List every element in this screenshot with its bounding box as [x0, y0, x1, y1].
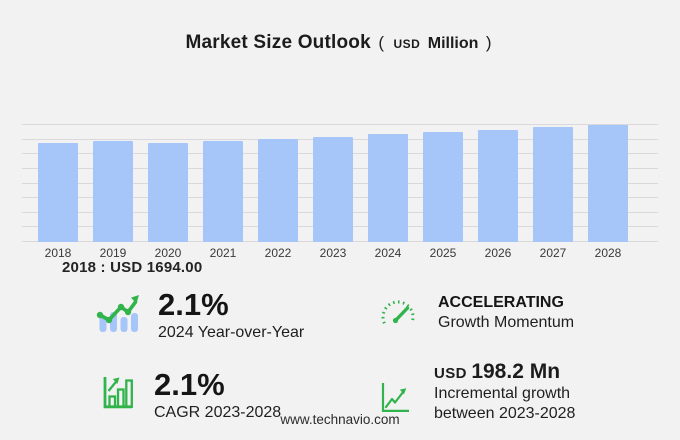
stat-incremental-growth: USD 198.2 Mn Incremental growth between … — [378, 360, 575, 424]
speedometer-gauge-icon — [378, 293, 418, 334]
bar-2023[interactable] — [313, 137, 353, 242]
incremental-value-prefix: USD — [434, 365, 467, 382]
trend-line-over-bars-icon — [96, 289, 142, 342]
yoy-label: 2024 Year-over-Year — [158, 323, 305, 341]
x-axis-label-2020: 2020 — [154, 246, 182, 260]
x-axis-label-2018: 2018 — [44, 246, 72, 260]
x-axis-label-2021: 2021 — [209, 246, 237, 260]
bar-2020[interactable] — [148, 143, 188, 242]
x-axis-label-2019: 2019 — [99, 246, 127, 260]
stat-cagr: 2.1% CAGR 2023-2028 — [99, 369, 281, 422]
incremental-value-line: USD 198.2 Mn — [434, 360, 575, 384]
x-axis-label-2022: 2022 — [264, 246, 292, 260]
title-unit-prefix: USD — [393, 37, 421, 51]
bar-2018[interactable] — [38, 143, 78, 242]
bar-chart-growth-icon — [99, 369, 135, 422]
incremental-value: 198.2 Mn — [471, 360, 561, 383]
title-unit: Million — [427, 35, 479, 52]
momentum-label: Growth Momentum — [438, 314, 575, 331]
bar-2025[interactable] — [423, 132, 463, 242]
bar-2028[interactable] — [588, 125, 628, 242]
x-axis-label-2025: 2025 — [429, 246, 457, 260]
x-axis-labels: 2018 2019 2020 2021 2022 2023 2024 2025 2026 2027… — [22, 246, 658, 260]
cagr-label: CAGR 2023-2028 — [154, 403, 282, 421]
bar-2027[interactable] — [533, 127, 573, 242]
incremental-label-line1: Incremental growth — [434, 385, 571, 402]
bar-chart-plot-area — [22, 108, 658, 242]
bar-group — [22, 108, 658, 242]
x-axis-label-2028: 2028 — [594, 246, 622, 260]
incremental-label-line2: between 2023-2028 — [434, 405, 576, 422]
yoy-value: 2.1% — [158, 287, 229, 322]
chart-title-text: Market Size Outlook — [185, 32, 371, 53]
title-paren-open: ( — [378, 33, 384, 52]
x-axis-label-2026: 2026 — [484, 246, 512, 260]
x-axis-label-2027: 2027 — [539, 246, 567, 260]
bar-2024[interactable] — [368, 134, 408, 242]
x-axis-label-2024: 2024 — [374, 246, 402, 260]
stat-growth-momentum: ACCELERATING Growth Momentum — [378, 293, 574, 334]
momentum-value: ACCELERATING — [438, 294, 564, 311]
bar-2022[interactable] — [258, 139, 298, 242]
bar-2026[interactable] — [478, 130, 518, 242]
line-chart-arrow-icon — [378, 360, 412, 424]
x-axis-label-2023: 2023 — [319, 246, 347, 260]
gridline — [22, 124, 658, 126]
chart-title: Market Size Outlook ( USD Million ) — [0, 32, 680, 54]
data-point-callout: 2018 : USD 1694.00 — [62, 259, 203, 276]
stat-year-over-year: 2.1% 2024 Year-over-Year — [96, 289, 304, 342]
technavio-url: www.technavio.com — [280, 412, 400, 427]
bar-2021[interactable] — [203, 141, 243, 242]
title-paren-close: ) — [485, 33, 492, 52]
bar-2019[interactable] — [93, 141, 133, 242]
cagr-value: 2.1% — [154, 367, 225, 402]
